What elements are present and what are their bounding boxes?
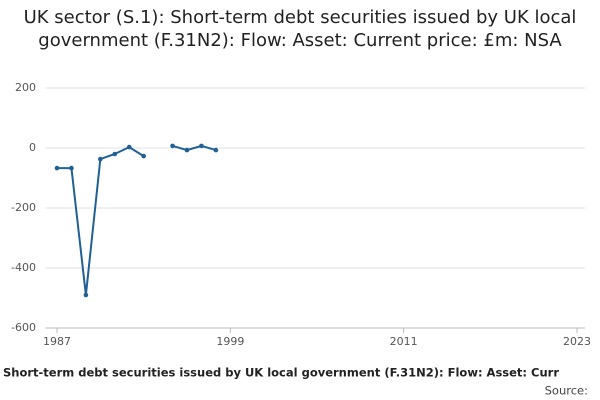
point xyxy=(141,153,146,159)
y-tick-label: -400 xyxy=(11,261,36,274)
legend-entry: Short-term debt securities issued by UK … xyxy=(3,366,559,380)
line xyxy=(172,144,217,152)
x-tick-label: 2011 xyxy=(390,335,418,348)
point xyxy=(184,147,190,153)
point xyxy=(83,292,89,298)
y-tick-label: 0 xyxy=(29,141,36,154)
source: Source: xyxy=(545,384,588,398)
point xyxy=(213,147,219,153)
y-tick-label: -600 xyxy=(11,321,36,334)
x-tick-label: 2023 xyxy=(563,335,591,348)
point xyxy=(54,165,60,171)
x-tick-label: 1999 xyxy=(216,335,244,348)
x-tick-label: 1987 xyxy=(43,335,71,348)
point xyxy=(69,165,74,171)
point xyxy=(170,143,175,149)
y-tick-label: -200 xyxy=(11,201,36,214)
chart-title: UK sector (S.1): Short-term debt securit… xyxy=(23,7,577,51)
point xyxy=(98,156,103,162)
point xyxy=(112,151,118,157)
point xyxy=(126,144,132,150)
y-tick-label: 200 xyxy=(15,81,36,94)
point xyxy=(199,143,204,149)
